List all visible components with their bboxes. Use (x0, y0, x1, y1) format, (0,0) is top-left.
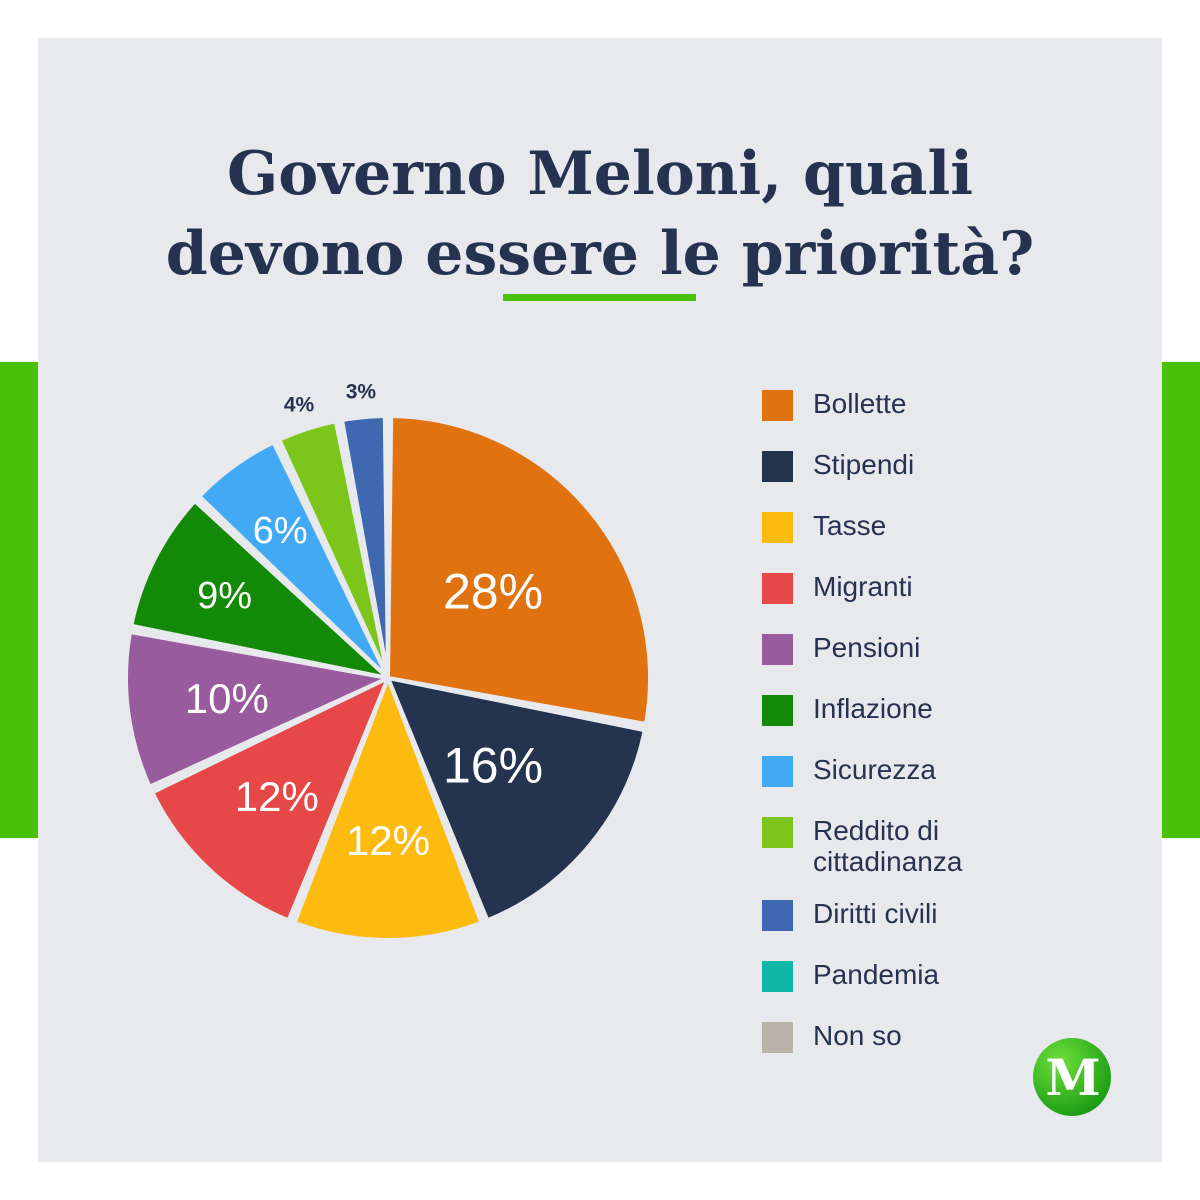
legend-item: Pandemia (762, 959, 1142, 1020)
legend-item: Stipendi (762, 449, 1142, 510)
pie-slice-reddito-di-cittadinanza (277, 419, 390, 680)
title-line-2: devono essere le priorità? (165, 219, 1035, 289)
legend-item: Inflazione (762, 693, 1142, 754)
slice-label-sicurezza: 6% (253, 510, 308, 552)
legend-label: Pensioni (813, 632, 921, 663)
slice-label-reddito-di-cittadinanza: 4% (284, 393, 315, 416)
legend-label: Stipendi (813, 449, 915, 480)
legend-label: Bollette (813, 388, 907, 419)
pie-slice-tasse (292, 676, 484, 942)
legend-swatch (762, 451, 793, 482)
slice-label-bollette: 28% (443, 564, 543, 620)
pie-slice-pensioni (124, 630, 390, 789)
legend-swatch (762, 573, 793, 604)
legend-label: Sicurezza (813, 754, 936, 785)
legend-label: Tasse (813, 510, 887, 541)
pie-slice-bollette (386, 414, 652, 726)
left-accent-bar (0, 362, 38, 838)
legend-item: Tasse (762, 510, 1142, 571)
right-accent-bar (1162, 362, 1200, 838)
legend-swatch (762, 817, 793, 848)
legend-swatch (762, 634, 793, 665)
pie-slice-inflazione (129, 499, 390, 680)
pie-slice-sicurezza (197, 440, 390, 680)
legend-item: Migranti (762, 571, 1142, 632)
pie-slice-stipendi (386, 676, 647, 923)
legend-label: Diritti civili (813, 898, 938, 929)
legend-swatch (762, 961, 793, 992)
slice-label-migranti: 12% (235, 773, 319, 820)
legend-label: Reddito di cittadinanza (813, 815, 963, 877)
legend-swatch (762, 695, 793, 726)
legend-item: Non so (762, 1020, 1142, 1081)
m-logo-icon: M (1033, 1038, 1111, 1116)
legend-item: Bollette (762, 388, 1142, 449)
legend-swatch (762, 900, 793, 931)
legend-swatch (762, 1022, 793, 1053)
title-underline (503, 294, 696, 301)
legend-item: Pensioni (762, 632, 1142, 693)
pie-slice-migranti (150, 676, 390, 923)
legend-swatch (762, 756, 793, 787)
legend-label: Pandemia (813, 959, 940, 990)
legend-swatch (762, 512, 793, 543)
slice-label-pensioni: 10% (185, 675, 269, 722)
slice-label-inflazione: 9% (197, 575, 252, 617)
pie-slice-diritti-civili (340, 414, 390, 680)
legend-label: Non so (813, 1020, 902, 1051)
legend-swatch (762, 390, 793, 421)
legend-item: Diritti civili (762, 898, 1142, 959)
legend-item: Reddito di cittadinanza (762, 815, 1142, 898)
title-line-1: Governo Meloni, quali (226, 139, 974, 209)
slice-label-tasse: 12% (346, 817, 430, 864)
slice-label-stipendi: 16% (443, 737, 543, 793)
slice-label-diritti-civili: 3% (346, 381, 377, 404)
legend-label: Migranti (813, 571, 913, 602)
infographic-card: Governo Meloni, quali devono essere le p… (38, 38, 1162, 1162)
logo-letter: M (1045, 1048, 1100, 1107)
chart-legend: Bollette Stipendi Tasse Migranti Pensioni Inf… (762, 388, 1142, 1081)
legend-label: Inflazione (813, 693, 933, 724)
page-title: Governo Meloni, quali devono essere le p… (38, 134, 1162, 294)
legend-item: Sicurezza (762, 754, 1142, 815)
pie-chart: 28% 16% 12% 12% 10% 9%6% 4% 3% (124, 381, 652, 942)
